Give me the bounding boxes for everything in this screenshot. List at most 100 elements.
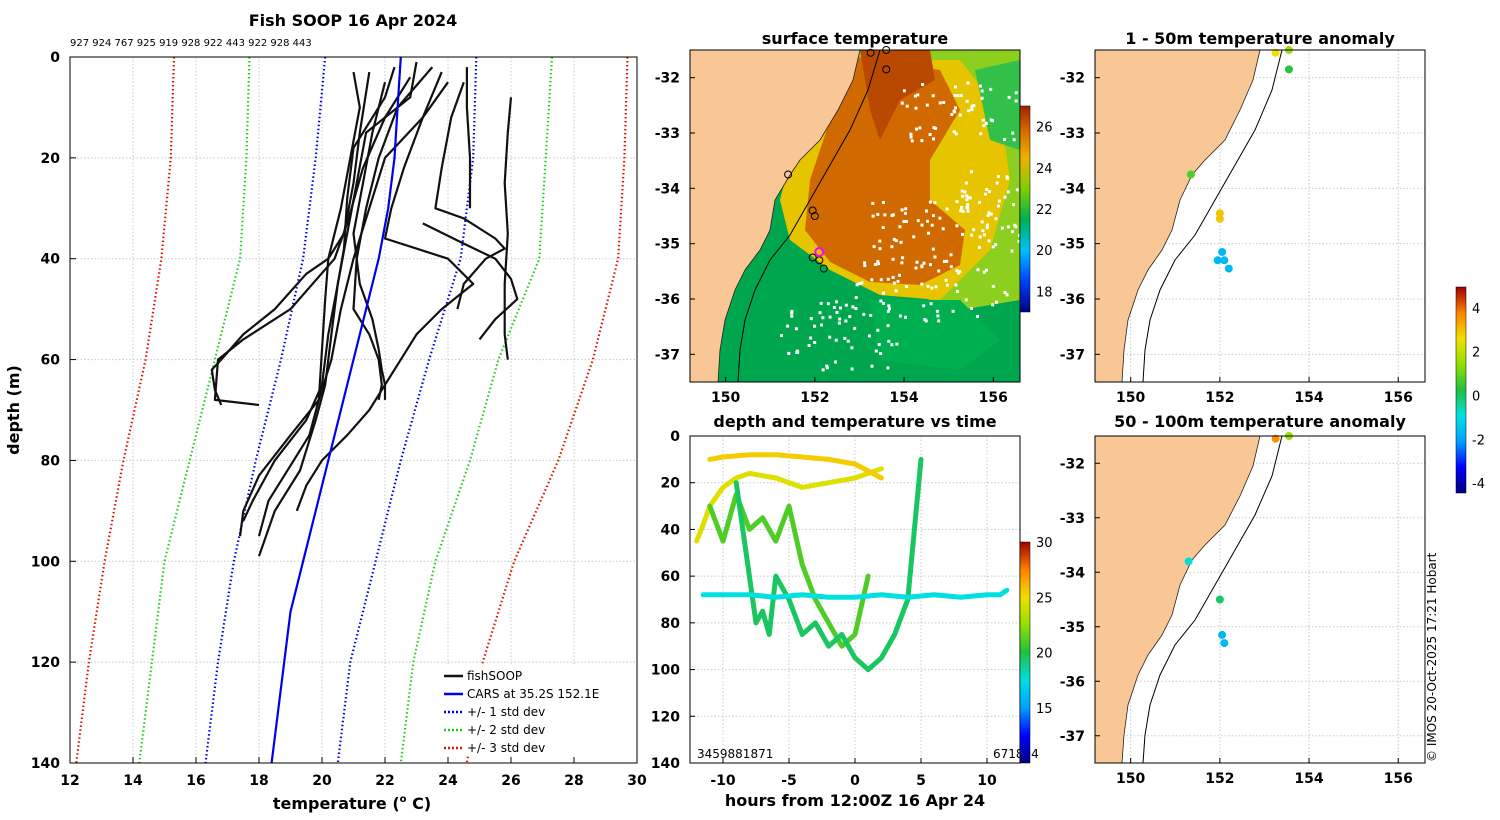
sst-cloud-pixel xyxy=(920,223,924,227)
anomaly-point xyxy=(1186,170,1195,179)
sst-cloud-pixel xyxy=(976,314,979,318)
sst-cloud-pixel xyxy=(970,170,973,174)
profile-fish-line xyxy=(503,97,513,360)
map-ytick-label: -33 xyxy=(1060,511,1085,527)
timeseries-colorbar xyxy=(1019,541,1031,764)
sst-cloud-pixel xyxy=(905,285,909,288)
sst-cloud-pixel xyxy=(899,240,903,244)
sst-cloud-pixel xyxy=(1018,233,1020,237)
sst-cloud-pixel xyxy=(983,192,987,196)
sst-cloud-pixel xyxy=(958,113,962,117)
profile-ylabel: depth (m) xyxy=(4,365,23,455)
sst-cloud-pixel xyxy=(1012,138,1016,142)
profile-cars-mean xyxy=(270,57,402,763)
sst-colorbar-label: 22 xyxy=(1036,203,1053,218)
sst-cloud-pixel xyxy=(869,313,873,317)
sst-cloud-pixel xyxy=(938,216,942,220)
sst-cloud-pixel xyxy=(1015,188,1019,192)
sst-cloud-pixel xyxy=(997,199,1001,203)
sst-cloud-pixel xyxy=(1010,230,1014,234)
sst-cloud-pixel xyxy=(1006,225,1010,229)
sst-cloud-pixel xyxy=(965,205,969,209)
timeseries-colorbar-ticks: 15 20 25 30 xyxy=(1036,536,1053,717)
sst-cloud-pixel xyxy=(863,261,867,265)
sst-cloud-pixel xyxy=(932,126,936,129)
sst-cloud-pixel xyxy=(879,278,883,282)
sst-cloud-pixel xyxy=(978,200,982,204)
sst-cloud-pixel xyxy=(959,94,963,98)
sst-cloud-pixel xyxy=(891,257,895,261)
sst-cloud-pixel xyxy=(989,212,993,216)
sst-cloud-pixel xyxy=(809,317,813,321)
sst-cloud-pixel xyxy=(888,307,891,311)
sst-cloud-pixel xyxy=(835,300,838,304)
profile-fish-line xyxy=(422,222,519,341)
sst-cloud-pixel xyxy=(902,89,906,93)
sst-cloud-pixel xyxy=(966,81,970,85)
sst-cloud-pixel xyxy=(846,339,850,343)
sst-colorbar-ticks: 18 20 22 24 26 xyxy=(1036,121,1053,301)
map-ytick-label: -34 xyxy=(1060,565,1086,581)
sst-colorbar-label: 18 xyxy=(1036,285,1053,300)
sst-cloud-pixel xyxy=(905,104,909,108)
sst-cloud-pixel xyxy=(844,303,848,307)
sst-cloud-pixel xyxy=(921,83,925,86)
legend-label: +/- 3 std dev xyxy=(467,741,545,755)
profile-ytick-label: 120 xyxy=(31,655,60,671)
sst-cloud-pixel xyxy=(1017,239,1020,243)
profile-std-curve-+2 xyxy=(399,57,554,763)
profile-xtick-label: 28 xyxy=(564,773,583,789)
anomaly-50-100m-points xyxy=(1184,432,1293,648)
sst-cloud-pixel xyxy=(985,226,989,230)
anomaly-colorbar-label: -2 xyxy=(1472,433,1485,448)
sst-cloud-pixel xyxy=(1000,226,1004,230)
sst-cloud-pixel xyxy=(886,324,890,328)
sst-cloud-pixel xyxy=(850,367,854,371)
sst-cloud-pixel xyxy=(955,269,959,273)
anomaly-point xyxy=(1213,256,1222,265)
sst-cloud-pixel xyxy=(807,344,811,347)
sst-cloud-pixel xyxy=(979,132,983,136)
anomaly-1-50m-ticks: 150 152 154 156 -32 -33 -34 -35 -36 -37 xyxy=(1060,71,1413,406)
sst-cloud-pixel xyxy=(898,273,901,277)
timeseries-colorbar-label: 25 xyxy=(1036,591,1053,606)
anomaly-1-50m-grid xyxy=(1095,50,1425,382)
sst-cloud-pixel xyxy=(853,326,857,330)
sst-colorbar-label: 26 xyxy=(1036,121,1053,136)
sst-cloud-pixel xyxy=(985,188,989,191)
sst-cloud-pixel xyxy=(1003,138,1006,142)
sst-cloud-pixel xyxy=(860,281,864,285)
sst-ticks: 150 152 154 156 -32 -33 -34 -35 -36 -37 xyxy=(655,71,1008,406)
sst-cloud-pixel xyxy=(996,204,1000,208)
sst-cloud-pixel xyxy=(813,341,817,344)
profile-ytick-label: 140 xyxy=(31,756,60,772)
profile-legend: fishSOOP CARS at 35.2S 152.1E +/- 1 std de… xyxy=(437,664,623,756)
copyright-text: © IMOS 20-Oct-2025 17:21 Hobart xyxy=(1425,552,1439,762)
sst-cloud-pixel xyxy=(851,305,855,309)
sst-title: surface temperature xyxy=(762,29,949,48)
profile-fish-line xyxy=(352,81,387,400)
sst-cloud-pixel xyxy=(970,233,974,237)
profile-xlabel: temperature (o C) xyxy=(273,794,431,813)
sst-colorbar xyxy=(1019,105,1031,313)
profile-std-curves xyxy=(75,57,629,763)
timeseries-left-annotation: 3459881871 xyxy=(697,747,773,761)
timeseries-xtick-label: 10 xyxy=(977,773,997,789)
sst-cloud-pixel xyxy=(832,306,836,309)
sst-cloud-pixel xyxy=(931,247,935,251)
sst-cloud-pixel xyxy=(981,118,985,122)
anomaly-point xyxy=(1215,214,1224,223)
profile-xtick-label: 26 xyxy=(501,773,520,789)
map-ytick-label: -32 xyxy=(1060,456,1085,472)
sst-cloud-pixel xyxy=(959,209,963,213)
profile-panel: Fish SOOP 16 Apr 2024 927 924 767 925 91… xyxy=(4,11,647,813)
sst-cloud-pixel xyxy=(925,103,929,107)
sst-cloud-pixel xyxy=(949,265,953,269)
timeseries-track xyxy=(733,456,924,673)
sst-cloud-pixel xyxy=(929,263,932,267)
sst-cloud-pixel xyxy=(854,307,858,310)
timeseries-panel: depth and temperature vs time -10 -5 0 5 100… xyxy=(651,412,1053,810)
sst-cloud-pixel xyxy=(952,109,956,113)
